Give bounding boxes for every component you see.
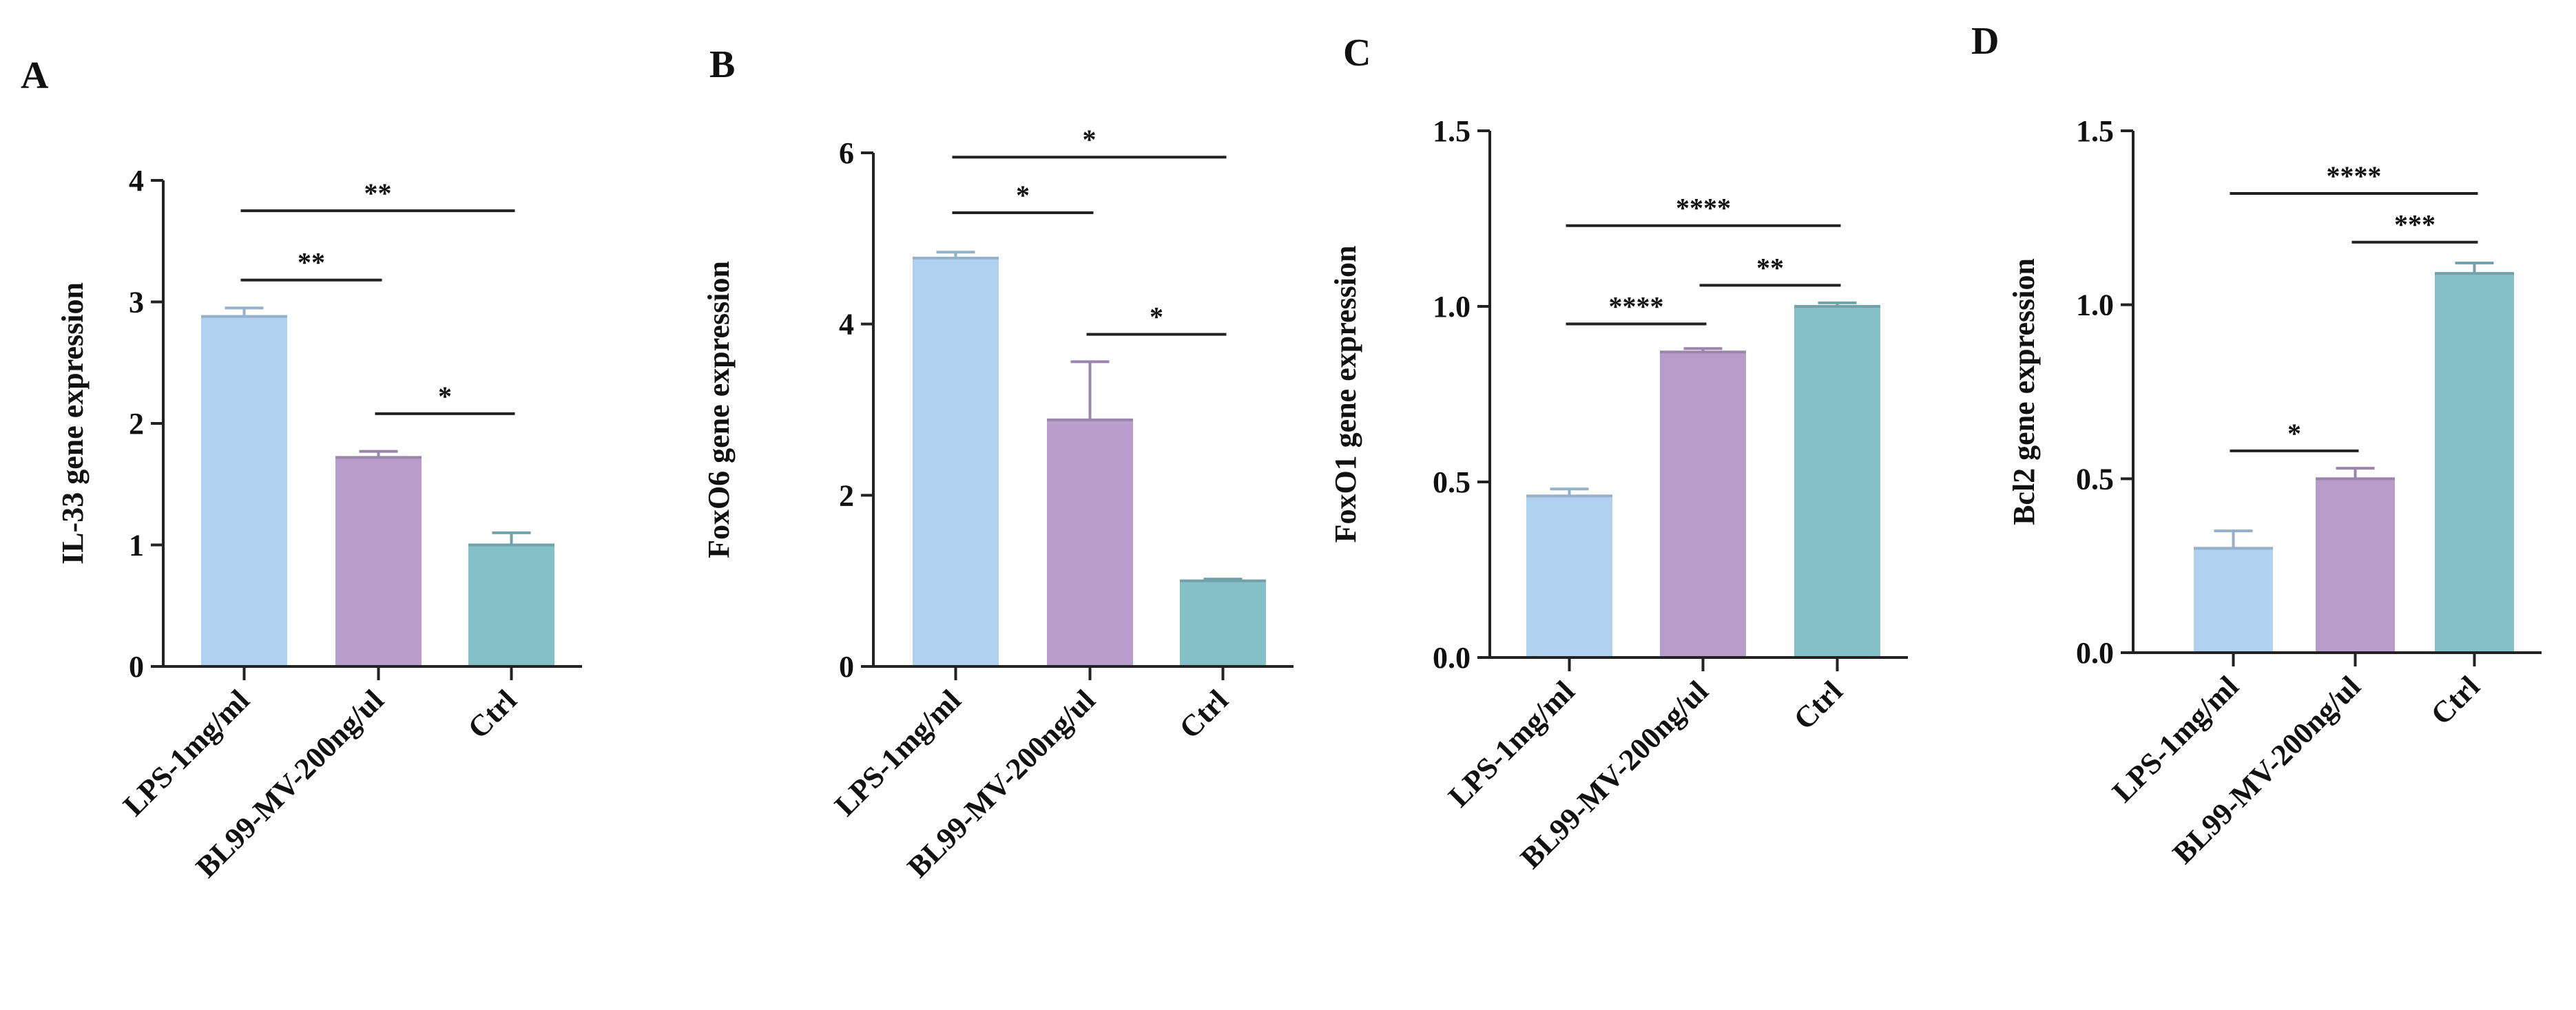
bar xyxy=(913,257,999,666)
x-category-label: Ctrl xyxy=(461,683,523,745)
y-tick-label: 6 xyxy=(839,136,854,170)
y-tick-label: 1.0 xyxy=(2076,288,2114,322)
y-tick-label: 2 xyxy=(129,407,144,441)
significance-label: **** xyxy=(1676,193,1731,224)
x-category-label: LPS-1mg/ml xyxy=(828,683,967,822)
y-tick-label: 0 xyxy=(839,650,854,684)
bar xyxy=(2435,273,2514,653)
x-category-label: Ctrl xyxy=(1173,683,1235,745)
significance-label: **** xyxy=(1609,291,1664,322)
y-tick-label: 3 xyxy=(129,286,144,319)
significance-label: ** xyxy=(364,178,392,209)
bar xyxy=(335,457,422,666)
bar xyxy=(2194,548,2273,653)
y-tick-label: 1.5 xyxy=(1433,114,1471,148)
x-category-label: LPS-1mg/ml xyxy=(116,683,256,822)
significance-label: ** xyxy=(1756,252,1784,283)
bar xyxy=(1660,352,1746,657)
significance-label: * xyxy=(1150,302,1163,333)
significance-label: * xyxy=(1083,124,1097,155)
y-axis-title: Bcl2 gene expression xyxy=(2007,258,2041,525)
x-category-label: Ctrl xyxy=(1787,674,1849,736)
y-tick-label: 0.0 xyxy=(1433,641,1471,675)
y-tick-label: 1.5 xyxy=(2076,114,2114,148)
panel-letter: B xyxy=(709,43,735,86)
y-axis-title: IL-33 gene expression xyxy=(56,282,90,565)
y-tick-label: 0 xyxy=(129,650,144,684)
y-tick-label: 1.0 xyxy=(1433,290,1471,324)
y-tick-label: 0.5 xyxy=(2076,462,2114,496)
panel-letter: A xyxy=(21,54,49,97)
y-tick-label: 4 xyxy=(839,308,854,341)
significance-label: * xyxy=(1016,180,1030,211)
significance-label: * xyxy=(438,381,452,412)
bar xyxy=(1794,306,1880,657)
x-category-label: Ctrl xyxy=(2424,669,2486,731)
significance-label: **** xyxy=(2327,160,2382,191)
x-category-label: LPS-1mg/ml xyxy=(1442,674,1581,813)
y-tick-label: 2 xyxy=(839,478,854,512)
bar xyxy=(2316,478,2395,653)
y-tick-label: 4 xyxy=(129,164,144,198)
y-axis-title: FoxO1 gene expression xyxy=(1329,246,1362,543)
y-tick-label: 0.0 xyxy=(2076,636,2114,670)
y-axis-title: FoxO6 gene expression xyxy=(702,261,736,558)
bar xyxy=(1180,580,1266,666)
bar xyxy=(1047,419,1133,666)
significance-label: * xyxy=(2287,418,2301,449)
panel-letter: D xyxy=(1971,20,1999,63)
panel-letter: C xyxy=(1343,32,1371,74)
bar xyxy=(201,316,287,666)
y-tick-label: 1 xyxy=(129,529,144,562)
significance-label: ** xyxy=(298,247,325,278)
significance-label: *** xyxy=(2394,209,2435,240)
y-tick-label: 0.5 xyxy=(1433,465,1471,499)
bar xyxy=(1526,496,1612,657)
bar xyxy=(468,545,554,666)
